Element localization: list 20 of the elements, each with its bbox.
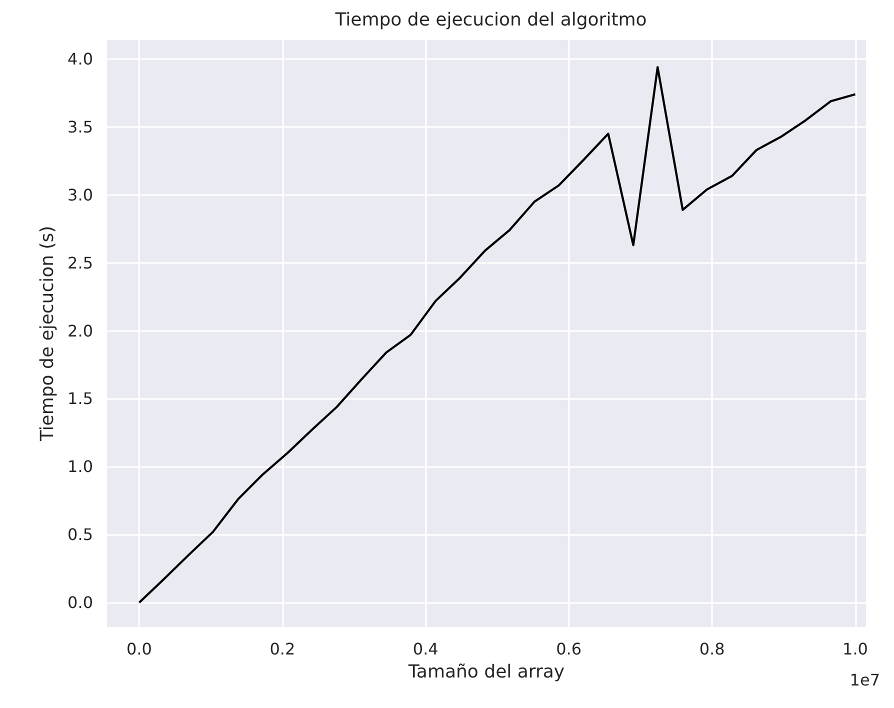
y-tick-label: 3.5 (68, 117, 93, 136)
x-axis-title: Tamaño del array (407, 662, 565, 682)
y-tick-label: 1.5 (68, 389, 93, 408)
y-tick-label: 0.0 (68, 593, 93, 612)
y-tick-label: 2.0 (68, 321, 93, 340)
chart-title: Tiempo de ejecucion del algoritmo (334, 10, 647, 30)
y-axis-title: Tiempo de ejecucion (s) (37, 226, 58, 442)
x-tick-label: 0.6 (556, 640, 582, 658)
x-tick-label: 0.0 (126, 640, 152, 658)
y-tick-label: 2.5 (68, 253, 93, 272)
line-series (138, 66, 856, 604)
x-tick-label: 0.4 (412, 640, 438, 658)
y-tick-label: 3.0 (68, 185, 93, 204)
text: 1e7 (850, 670, 880, 690)
x-tick-label: 0.2 (270, 640, 296, 658)
y-tick-label: 1.0 (68, 457, 93, 476)
x-tick-label: 1.0 (842, 640, 868, 658)
y-tick-label: 4.0 (68, 50, 93, 69)
x-tick-label: 0.8 (699, 640, 725, 658)
y-tick-label: 0.5 (68, 525, 93, 544)
